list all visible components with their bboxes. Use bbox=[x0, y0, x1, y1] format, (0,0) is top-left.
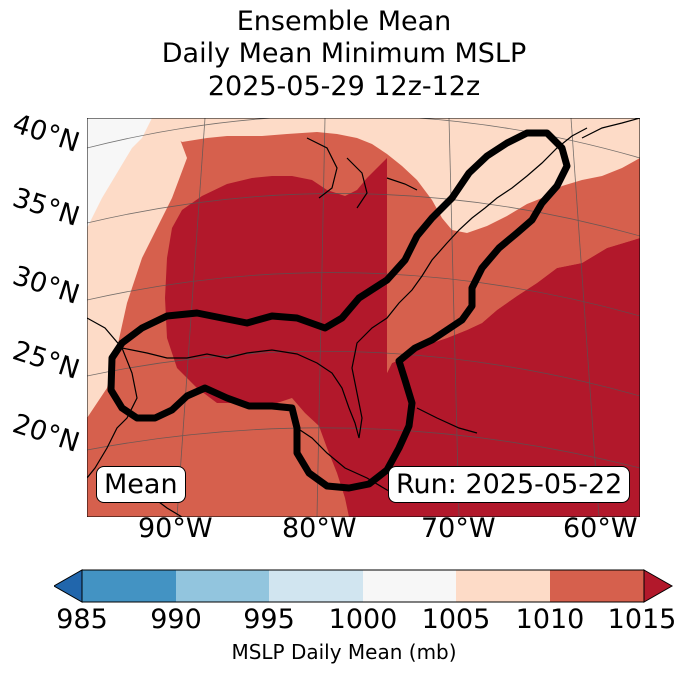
run-date-box: Run: 2025-05-22 bbox=[388, 466, 631, 503]
lon-label-80w: 80°W bbox=[282, 513, 357, 544]
lon-label-60w: 60°W bbox=[563, 513, 638, 544]
colorbar-tick-1005: 1005 bbox=[421, 604, 491, 635]
colorbar-segment-985-990 bbox=[82, 570, 176, 602]
lon-label-70w: 70°W bbox=[421, 513, 496, 544]
pressure-band-1005-1010-west bbox=[87, 118, 187, 418]
colorbar-segment-995-1000 bbox=[269, 570, 363, 602]
colorbar-label: MSLP Daily Mean (mb) bbox=[231, 640, 457, 664]
lat-label-40: 40°N bbox=[8, 108, 84, 159]
title-line-1: Ensemble Mean bbox=[236, 6, 452, 37]
lat-label-20: 20°N bbox=[8, 408, 84, 459]
lat-label-25: 25°N bbox=[8, 335, 84, 386]
colorbar-tick-1010: 1010 bbox=[515, 604, 585, 635]
title-line-3: 2025-05-29 12z-12z bbox=[207, 71, 481, 102]
colorbar-segment-990-995 bbox=[176, 570, 269, 602]
colorbar-tick-990: 990 bbox=[150, 604, 202, 635]
colorbar-tick-985: 985 bbox=[56, 604, 108, 635]
lat-label-30: 30°N bbox=[8, 260, 84, 311]
lat-label-35: 35°N bbox=[8, 182, 84, 233]
colorbar-segment-1010-1015 bbox=[550, 570, 644, 602]
pressure-band-east bbox=[387, 158, 640, 373]
colorbar-tick-995: 995 bbox=[243, 604, 295, 635]
pressure-band-below-1005 bbox=[87, 118, 152, 228]
colorbar-segment-1005-1010 bbox=[456, 570, 550, 602]
pressure-map bbox=[87, 118, 640, 517]
pressure-band-1005-1010-northeast bbox=[152, 118, 640, 233]
title-line-2: Daily Mean Minimum MSLP bbox=[161, 38, 527, 69]
colorbar-under-arrow bbox=[54, 569, 83, 603]
graticule bbox=[87, 118, 640, 517]
lon-label-90w: 90°W bbox=[138, 513, 213, 544]
colorbar bbox=[54, 569, 674, 603]
colorbar-segment-1000-1005 bbox=[363, 570, 456, 602]
colorbar-tick-1015: 1015 bbox=[607, 604, 677, 635]
mean-label-box: Mean bbox=[96, 466, 186, 503]
colorbar-over-arrow bbox=[643, 569, 674, 603]
colorbar-tick-1000: 1000 bbox=[328, 604, 398, 635]
mean-contour bbox=[107, 129, 571, 492]
